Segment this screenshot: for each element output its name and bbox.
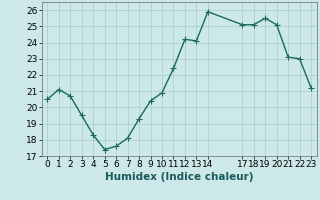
X-axis label: Humidex (Indice chaleur): Humidex (Indice chaleur)	[105, 172, 253, 182]
